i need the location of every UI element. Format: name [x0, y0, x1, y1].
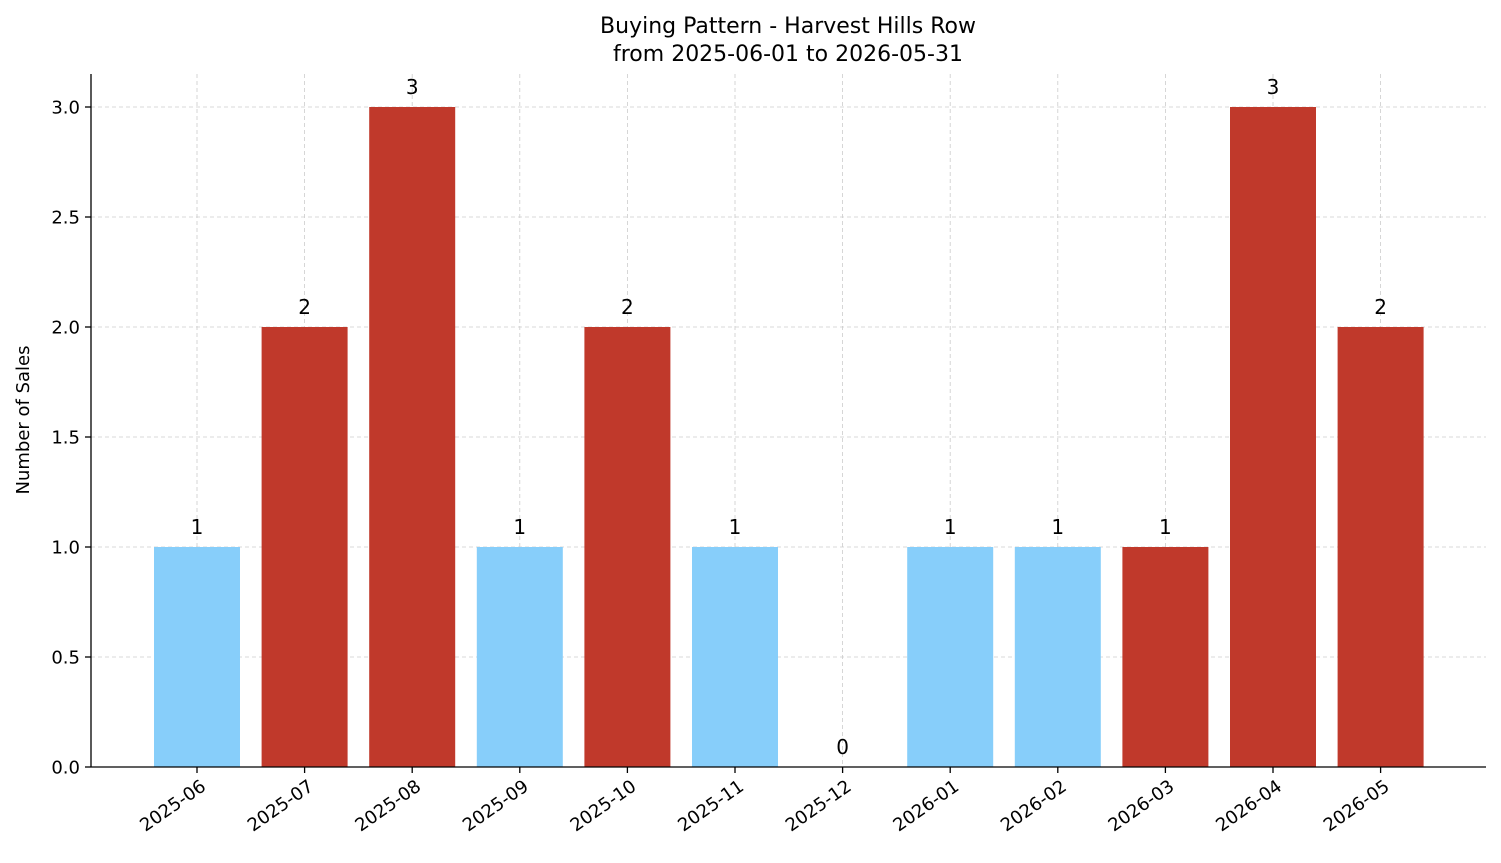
x-tick-label: 2025-09 — [459, 776, 533, 836]
y-axis-label: Number of Sales — [13, 345, 34, 494]
bar — [476, 547, 563, 767]
x-tick-label: 2026-05 — [1320, 776, 1394, 836]
x-tick-label: 2025-10 — [567, 776, 641, 836]
x-tick-label: 2026-02 — [997, 776, 1071, 836]
bar-value-label: 3 — [1267, 75, 1280, 99]
x-tick-label: 2026-04 — [1212, 776, 1286, 836]
bar-value-label: 2 — [1374, 295, 1387, 319]
bar-value-label: 0 — [836, 735, 849, 759]
y-tick-label: 0.0 — [51, 758, 80, 779]
bar — [1230, 107, 1316, 767]
bar-value-label: 1 — [729, 515, 742, 539]
bar-value-label: 2 — [298, 295, 311, 319]
bar — [1337, 327, 1424, 767]
x-tick-label: 2025-11 — [674, 776, 748, 836]
x-tick-label: 2025-07 — [244, 776, 318, 836]
x-tick-label: 2025-12 — [782, 776, 856, 836]
chart-title: Buying Pattern - Harvest Hills Row — [600, 14, 976, 39]
x-tick-label: 2025-08 — [351, 776, 425, 836]
bar — [261, 327, 348, 767]
x-tick-label: 2025-06 — [136, 776, 210, 836]
bar-labels: 1 2 3 1 2 1 0 1 1 1 3 2 — [191, 75, 1387, 759]
y-tick-label: 3.0 — [51, 98, 80, 119]
bar-value-label: 1 — [191, 515, 204, 539]
x-tick-label: 2026-01 — [889, 776, 963, 836]
bar-value-label: 1 — [1159, 515, 1172, 539]
y-tick-label: 1.5 — [51, 428, 80, 449]
y-tick-label: 1.0 — [51, 538, 80, 559]
bar — [154, 547, 240, 767]
bar — [907, 547, 994, 767]
bar — [369, 107, 456, 767]
bar-value-label: 2 — [621, 295, 634, 319]
bar — [1014, 547, 1101, 767]
chart-subtitle: from 2025-06-01 to 2026-05-31 — [613, 42, 963, 67]
x-tick-label: 2026-03 — [1105, 776, 1179, 836]
y-tick-label: 2.0 — [51, 318, 80, 339]
bar-value-label: 1 — [944, 515, 957, 539]
bar — [1122, 547, 1209, 767]
bar-value-label: 1 — [1051, 515, 1064, 539]
bar-value-label: 1 — [513, 515, 526, 539]
bar — [584, 327, 671, 767]
bar-value-label: 3 — [406, 75, 419, 99]
y-tick-label: 2.5 — [51, 208, 80, 229]
bar — [692, 547, 778, 767]
bars — [154, 107, 1424, 767]
y-tick-label: 0.5 — [51, 648, 80, 669]
